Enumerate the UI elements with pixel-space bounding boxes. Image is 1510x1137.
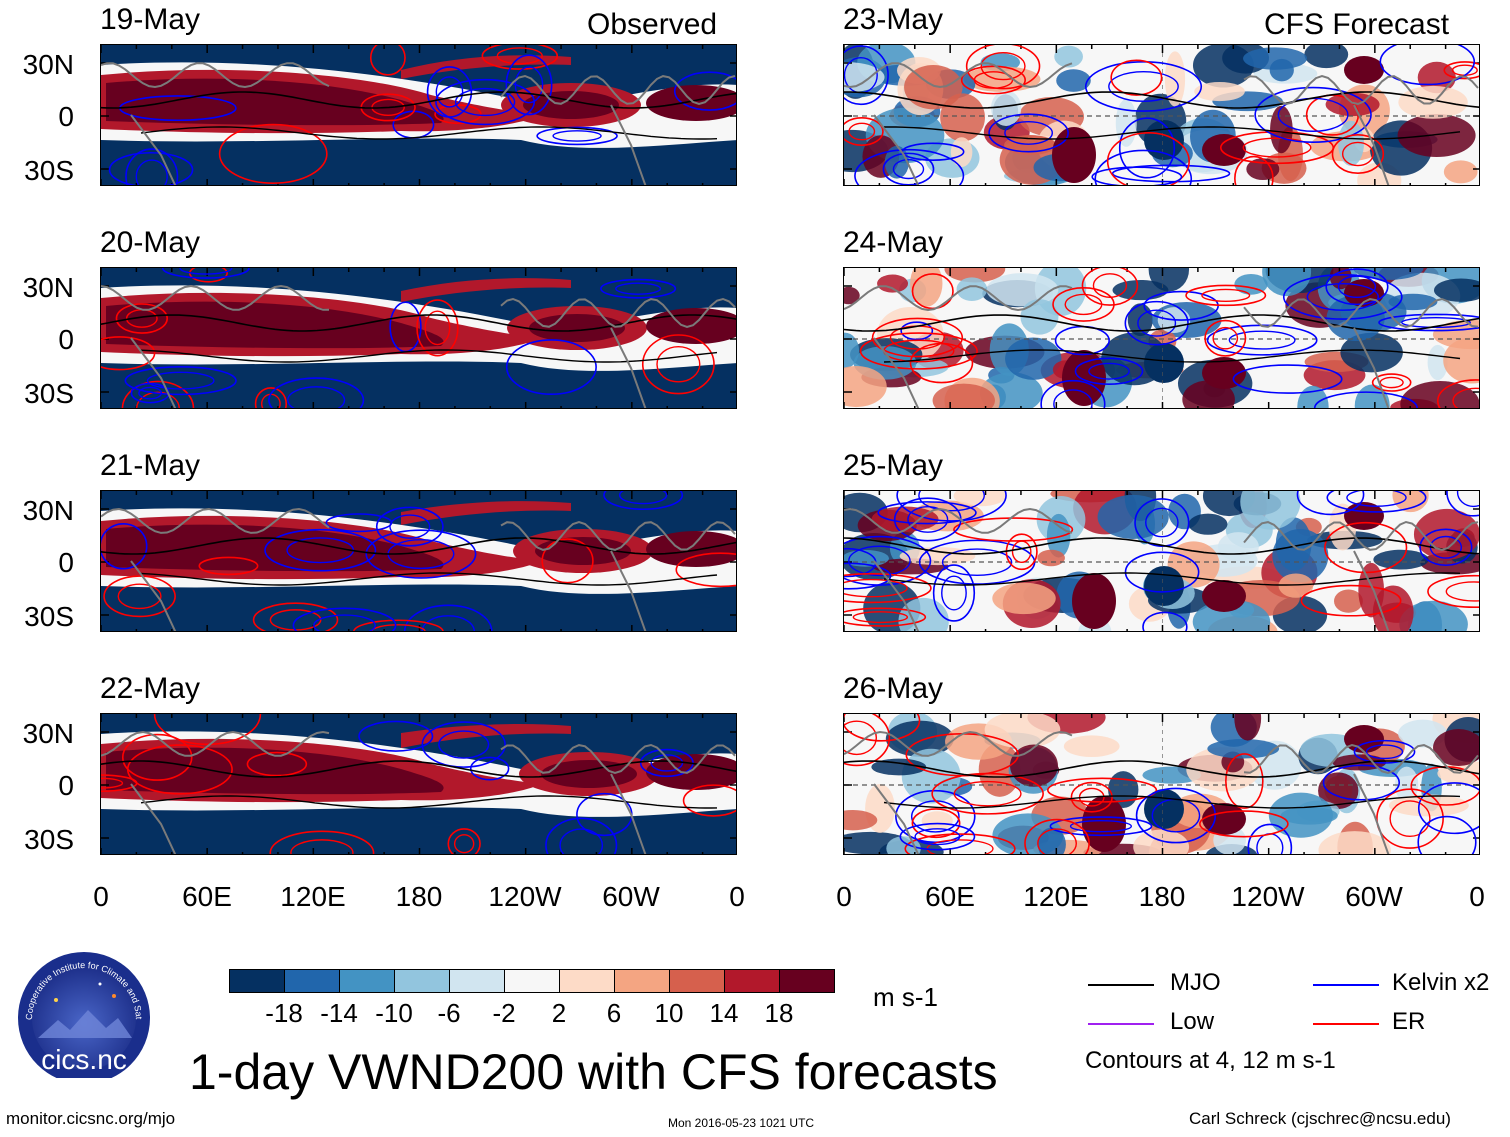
x-tick: 0 — [836, 881, 852, 912]
logo-text: cics.nc — [41, 1044, 127, 1075]
x-tick: 0 — [1469, 881, 1485, 912]
y-tick: 0 — [58, 770, 74, 801]
y-tick: 30S — [24, 378, 74, 409]
colorbar-box — [559, 969, 615, 993]
map-panel-24-may — [843, 267, 1480, 409]
colorbar-box — [449, 969, 505, 993]
colorbar-box — [779, 969, 835, 993]
x-tick: 120E — [1023, 881, 1089, 912]
map-panel-20-may — [100, 267, 737, 409]
panel-date: 26-May — [843, 672, 944, 705]
colorbar-unit: m s-1 — [873, 982, 938, 1012]
colorbar-label: 18 — [764, 998, 794, 1028]
x-tick: 60W — [602, 881, 660, 912]
x-tick: 180 — [395, 881, 443, 912]
map-panel-21-may — [100, 490, 737, 632]
colorbar-box — [339, 969, 395, 993]
panel-date: 19-May — [100, 3, 201, 36]
y-tick: 30S — [24, 601, 74, 632]
cics-logo: Cooperative Institute for Climate and Sa… — [10, 948, 158, 1078]
x-tick: 60W — [1345, 881, 1403, 912]
legend-label-low: Low — [1170, 1008, 1215, 1035]
panel-date: 24-May — [843, 226, 944, 259]
colorbar-label: -14 — [320, 998, 358, 1028]
footer-credit: Carl Schreck (cjschrec@ncsu.edu) — [1189, 1109, 1451, 1128]
y-tick: 30S — [24, 155, 74, 186]
colorbar-box — [614, 969, 670, 993]
x-tick: 120W — [488, 881, 562, 912]
colorbar-label: 14 — [709, 998, 739, 1028]
colorbar-label: -10 — [375, 998, 413, 1028]
colorbar-box — [394, 969, 450, 993]
map-panel-25-may — [843, 490, 1480, 632]
legend-swatch-er — [1313, 1023, 1379, 1025]
y-tick: 0 — [58, 101, 74, 132]
x-tick: 180 — [1138, 881, 1186, 912]
map-panel-23-may — [843, 44, 1480, 186]
legend-label-er: ER — [1392, 1008, 1426, 1035]
legend-label-kelvin: Kelvin x2 — [1392, 969, 1490, 996]
legend-swatch-low — [1088, 1023, 1154, 1025]
colorbar-box — [284, 969, 340, 993]
contour-note: Contours at 4, 12 m s-1 — [1085, 1047, 1336, 1074]
y-tick: 30N — [22, 718, 74, 749]
colorbar-label: 2 — [551, 998, 567, 1028]
colorbar-label: 10 — [654, 998, 684, 1028]
panel-date: 21-May — [100, 449, 201, 482]
map-panel-19-may — [100, 44, 737, 186]
legend-swatch-mjo — [1088, 984, 1154, 986]
x-tick: 60E — [182, 881, 232, 912]
colorbar-box — [229, 969, 285, 993]
map-panel-26-may — [843, 713, 1480, 855]
colorbar-label: -2 — [492, 998, 516, 1028]
y-tick: 30N — [22, 495, 74, 526]
colorbar-label: -6 — [437, 998, 461, 1028]
figure-title: 1-day VWND200 with CFS forecasts — [189, 1044, 998, 1100]
panel-date: 23-May — [843, 3, 944, 36]
x-tick: 0 — [729, 881, 745, 912]
colorbar-box — [724, 969, 780, 993]
colorbar-label: 6 — [606, 998, 622, 1028]
y-tick: 0 — [58, 324, 74, 355]
panel-date: 20-May — [100, 226, 201, 259]
colorbar-box — [504, 969, 560, 993]
colorbar-label: -18 — [265, 998, 303, 1028]
footer-timestamp: Mon 2016-05-23 1021 UTC — [668, 1116, 815, 1130]
y-tick: 30N — [22, 272, 74, 303]
y-tick: 30N — [22, 49, 74, 80]
x-tick: 120W — [1231, 881, 1305, 912]
y-tick: 0 — [58, 547, 74, 578]
map-panel-22-may — [100, 713, 737, 855]
legend-swatch-kelvin — [1313, 984, 1379, 986]
colorbar-box — [669, 969, 725, 993]
panel-date: 25-May — [843, 449, 944, 482]
x-tick: 0 — [93, 881, 109, 912]
panel-date: 22-May — [100, 672, 201, 705]
footer-url: monitor.cicsnc.org/mjo — [6, 1109, 176, 1128]
observed-header: Observed — [587, 8, 718, 41]
x-tick: 120E — [280, 881, 346, 912]
y-tick: 30S — [24, 824, 74, 855]
legend-label-mjo: MJO — [1170, 969, 1221, 996]
x-tick: 60E — [925, 881, 975, 912]
forecast-header: CFS Forecast — [1264, 8, 1450, 41]
